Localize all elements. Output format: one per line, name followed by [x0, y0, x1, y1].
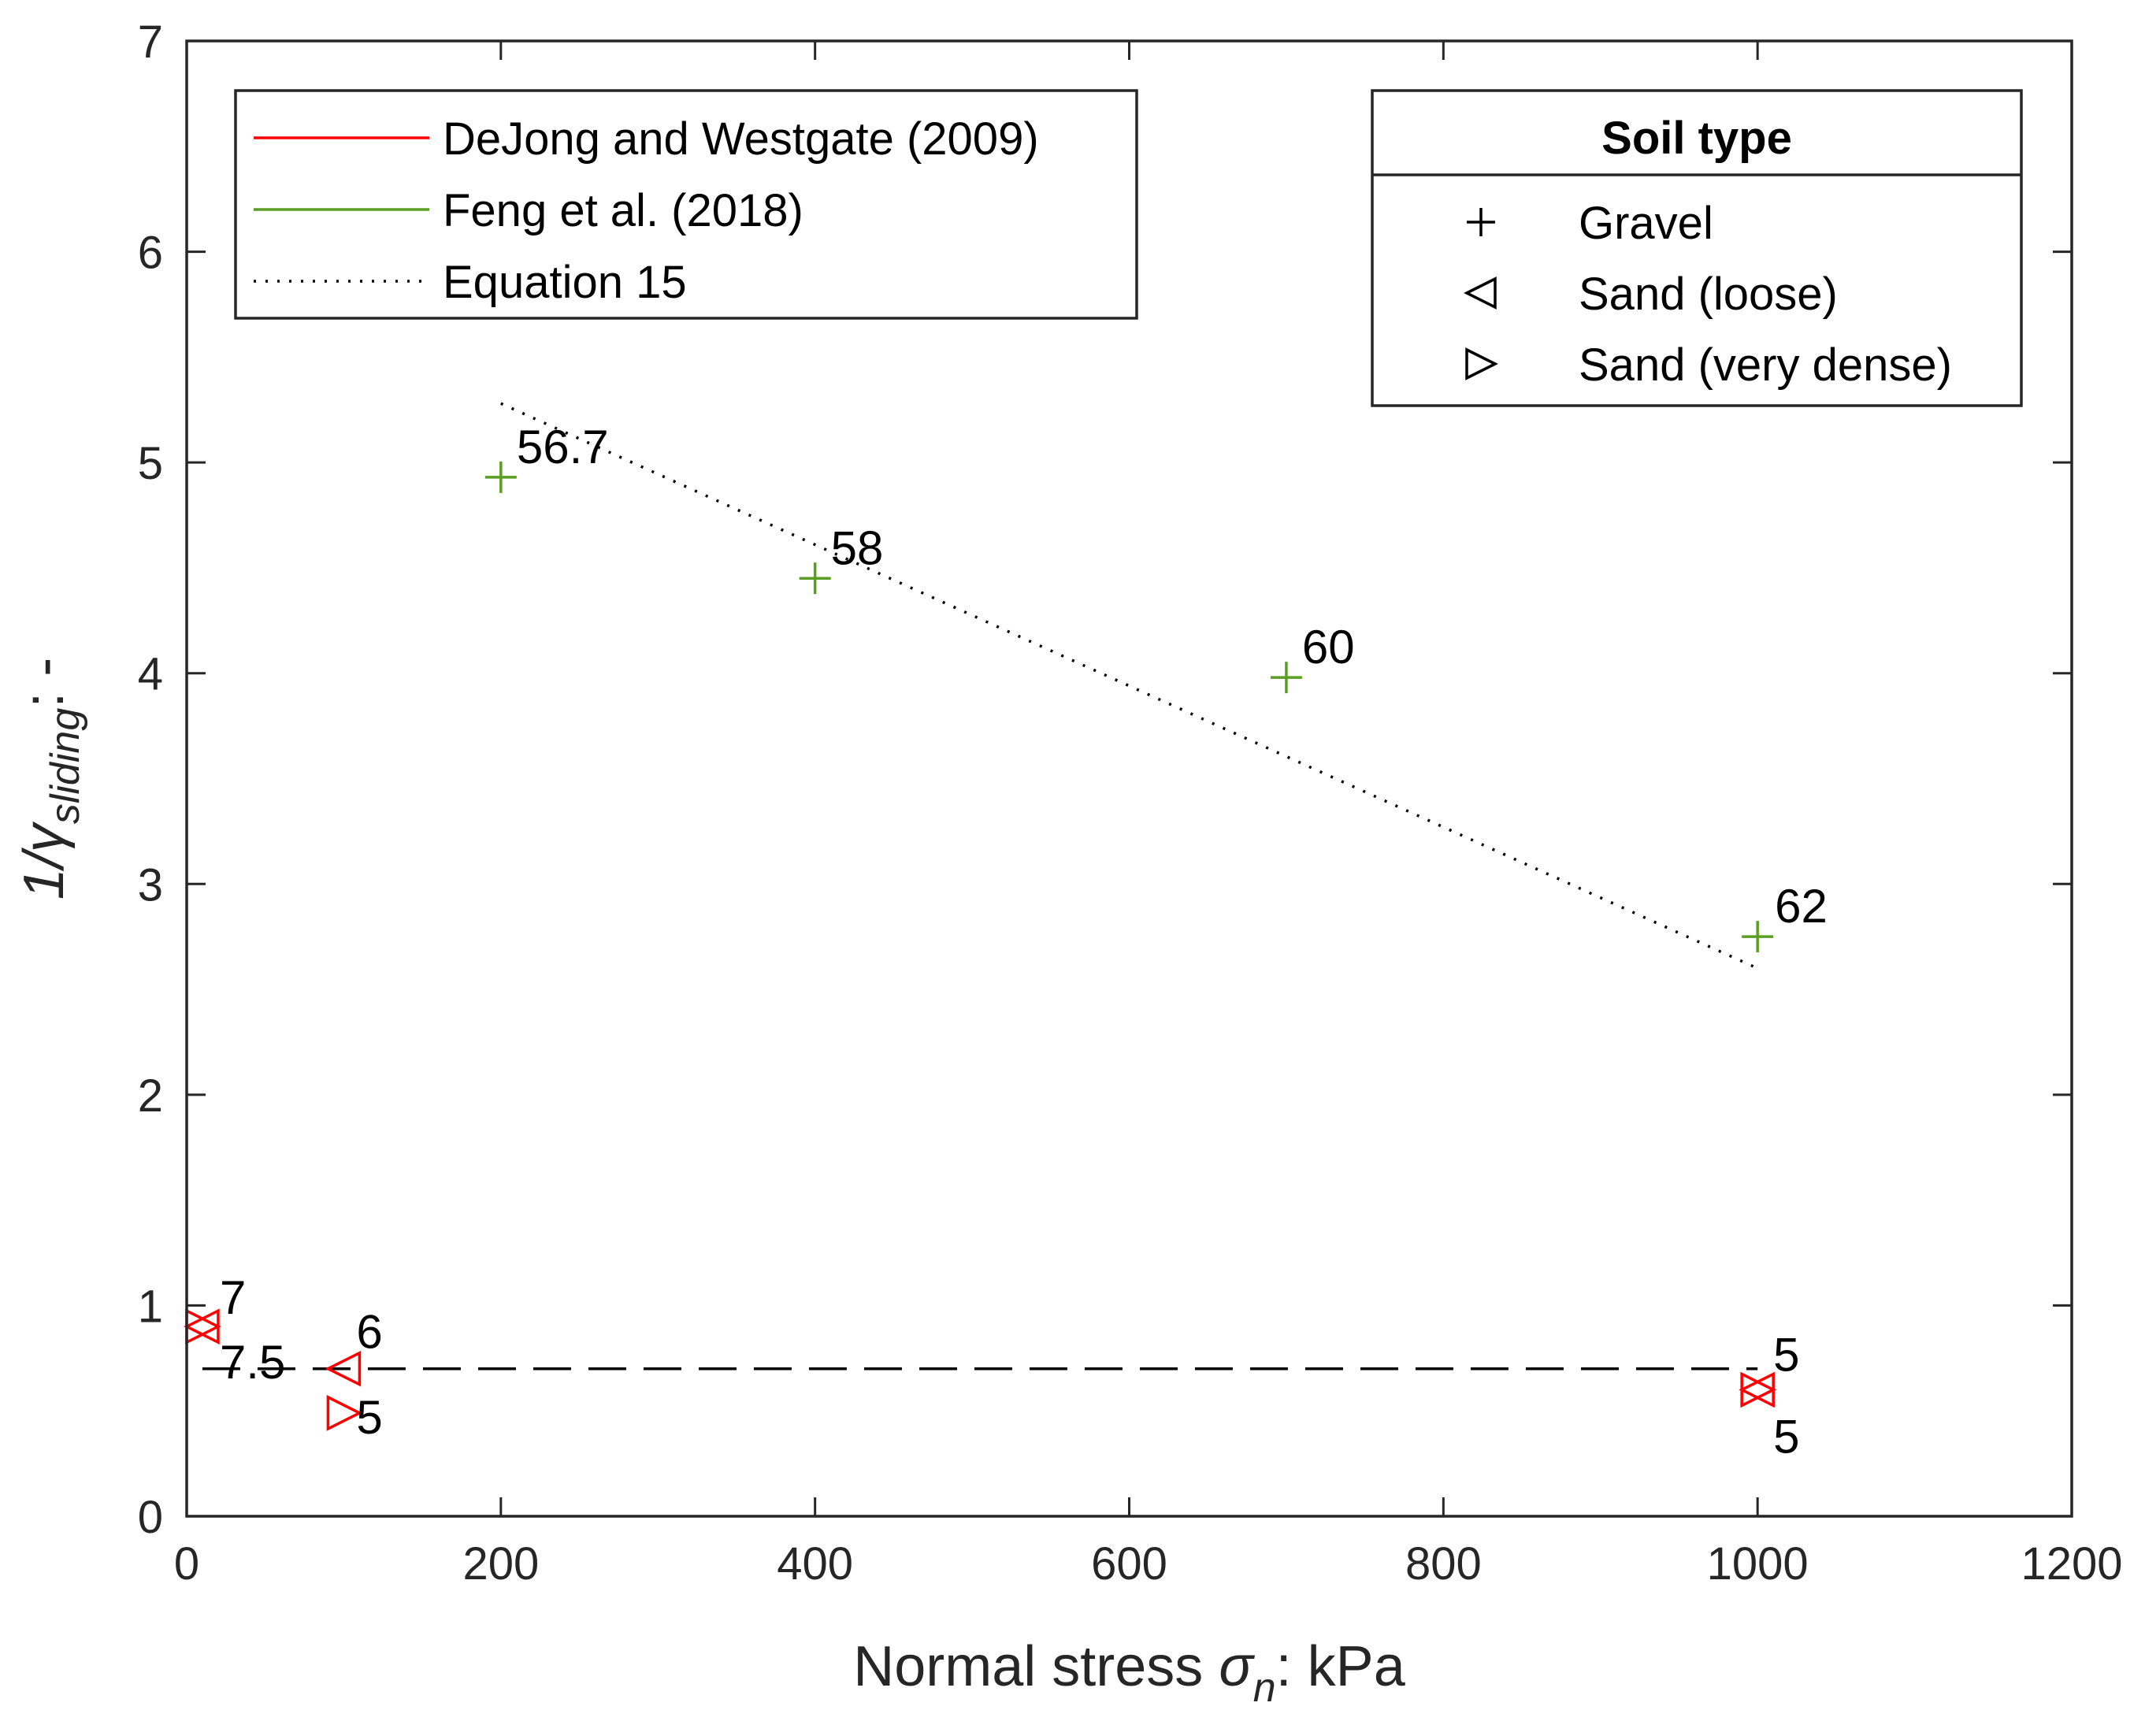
legend-marker-label: Gravel	[1579, 198, 1713, 249]
legend-soil-type: Soil type Gravel Sand (loose) Sand (very de…	[1371, 89, 2023, 407]
legend-marker-plus	[1467, 208, 1495, 236]
data-label: 5	[1773, 1410, 1799, 1463]
x-axis-title-prefix: Normal stress	[853, 1635, 1219, 1698]
x-axis-title-subscript: n	[1253, 1665, 1276, 1711]
data-point-triangle-right	[1740, 1371, 1777, 1408]
data-label: 7	[220, 1271, 246, 1324]
legend-line-label: Equation 15	[443, 257, 687, 308]
legend-marker-label: Sand (loose)	[1579, 269, 1838, 320]
y-tick-label: 6	[138, 228, 163, 279]
data-point-plus	[799, 562, 831, 595]
data-label: 60	[1302, 621, 1355, 673]
equation-15-line	[500, 402, 1758, 970]
x-tick-label: 1000	[1707, 1538, 1809, 1589]
data-label: 62	[1775, 880, 1828, 933]
legend-line-label: Feng et al. (2018)	[443, 185, 803, 236]
x-tick-label: 0	[174, 1538, 199, 1589]
legend-line-styles: DeJong and Westgate (2009) Feng et al. (2…	[234, 89, 1138, 320]
legend-line-label: DeJong and Westgate (2009)	[443, 113, 1039, 165]
legend-marker-triangle-left	[1464, 276, 1497, 310]
data-labels: 56.7 58 60 62 7 7.5 6 5 5 5	[220, 421, 1828, 1463]
data-label: 58	[831, 521, 884, 574]
y-tick-label: 2	[138, 1070, 163, 1122]
x-tick-label: 1200	[2021, 1538, 2122, 1589]
data-label: 5	[1773, 1328, 1799, 1381]
data-point-plus	[1742, 921, 1774, 953]
plot-area-frame	[185, 39, 2073, 1518]
y-tick-label: 3	[138, 859, 163, 911]
y-axis-title-symbol: γ	[13, 821, 76, 852]
tick-labels: 0 200 400 600 800 1000 1200 0 1 2 3 4 5 6 7	[138, 17, 2123, 1589]
y-axis-title-suffix: : -	[13, 658, 76, 708]
y-tick-label: 7	[138, 17, 163, 68]
data-point-plus	[1270, 662, 1302, 694]
data-label: 6	[356, 1306, 382, 1359]
legend-marker-label: Sand (very dense)	[1579, 339, 1952, 391]
legend-marker-triangle-right	[1465, 347, 1498, 380]
x-axis-title-suffix: : kPa	[1276, 1635, 1406, 1698]
x-tick-label: 600	[1091, 1538, 1167, 1589]
y-tick-label: 0	[138, 1492, 163, 1543]
y-axis-title-subscript: sliding	[43, 708, 88, 824]
fit-lines	[202, 402, 1758, 1371]
y-axis-title-prefix: 1/	[13, 847, 76, 900]
data-label: 56.7	[517, 421, 609, 473]
data-label: 7.5	[220, 1336, 285, 1389]
legend-title: Soil type	[1601, 113, 1792, 164]
y-tick-label: 4	[138, 649, 163, 700]
x-tick-label: 400	[777, 1538, 853, 1589]
x-tick-label: 800	[1405, 1538, 1482, 1589]
y-tick-label: 1	[138, 1281, 163, 1332]
data-point-triangle-right	[326, 1395, 363, 1431]
x-tick-label: 200	[462, 1538, 539, 1589]
y-axis-title: 1/γsliding: -	[13, 658, 88, 900]
data-point-triangle-left	[325, 1350, 362, 1387]
x-axis-title: Normal stress σn: kPa	[853, 1635, 1405, 1711]
data-point-plus	[484, 461, 517, 493]
y-tick-label: 5	[138, 438, 163, 489]
x-axis-title-symbol: σ	[1219, 1635, 1255, 1698]
data-label: 5	[356, 1391, 382, 1444]
data-markers	[184, 461, 1777, 1431]
legend-marker-box	[1371, 89, 2023, 407]
